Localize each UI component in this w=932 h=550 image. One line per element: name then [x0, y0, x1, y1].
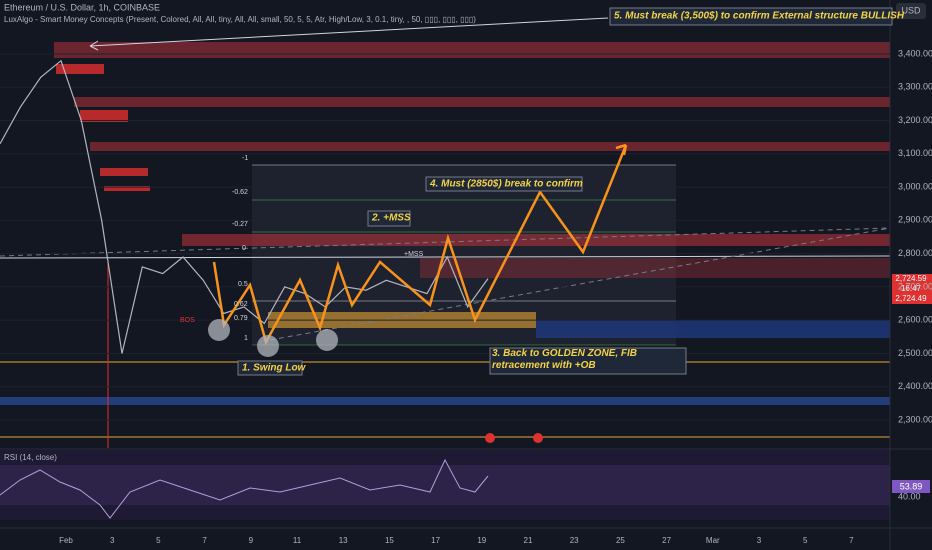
ob: [100, 168, 148, 176]
arrow-head: [615, 143, 628, 156]
fib-label: 0.62: [234, 301, 248, 308]
y-tick-label: 3,300.00: [898, 82, 932, 92]
x-tick-label: Feb: [59, 536, 73, 545]
fib-label: -0.27: [232, 221, 248, 228]
x-tick-label: 19: [477, 536, 486, 545]
x-tick-label: 3: [110, 536, 115, 545]
supply-zone: [420, 258, 890, 278]
currency-box: [896, 3, 926, 19]
event-marker: [485, 433, 495, 443]
supply-zone: [74, 97, 890, 107]
note: 4. Must (2850$) break to confirm: [429, 179, 583, 190]
supply-zone: [182, 234, 890, 246]
demand-zone: [536, 320, 890, 338]
y-tick-label: 3,100.00: [898, 148, 932, 158]
price-box: [892, 274, 932, 304]
note: 1. Swing Low: [242, 363, 307, 374]
swing-marker: [208, 319, 230, 341]
note: 5. Must break (3,500$) to confirm Extern…: [614, 11, 905, 22]
price-line: [0, 59, 489, 354]
note-box: [237, 360, 303, 376]
ob: [80, 110, 128, 122]
price-layer: [0, 53, 890, 421]
x-tick-label: 5: [803, 536, 808, 545]
y-tick-label: 2,800.00: [898, 248, 932, 258]
level: [0, 255, 891, 259]
y-tick-label: 2,500.00: [898, 348, 932, 358]
x-tick-label: 21: [524, 536, 533, 545]
fib-label: 1: [244, 335, 248, 342]
x-tick-label: 27: [662, 536, 671, 545]
x-tick-label: 9: [249, 536, 254, 545]
price-label: 2,724.49: [895, 294, 927, 303]
y-tick-label: 2,600.00: [898, 315, 932, 325]
note-box: [367, 210, 411, 227]
currency: USD: [901, 5, 921, 15]
y-tick-label: 3,200.00: [898, 115, 932, 125]
mss-label: +MSS: [404, 251, 424, 258]
x-tick-label: 17: [431, 536, 440, 545]
ob: [104, 186, 150, 191]
supply-zone: [90, 142, 890, 151]
x-tick-label: 15: [385, 536, 394, 545]
y-tick-label: 2,900.00: [898, 215, 932, 225]
note-box: [425, 176, 583, 192]
trend-line: [0, 227, 891, 257]
x-tick-label: 25: [616, 536, 625, 545]
fib-label: 0: [242, 245, 246, 252]
x-tick-label: 11: [293, 536, 302, 545]
x-tick-label: 7: [849, 536, 854, 545]
trend-line: [269, 227, 891, 341]
y-tick-label: 3,400.00: [898, 48, 932, 58]
fib-label: -0.62: [232, 189, 248, 196]
x-tick-label: 5: [156, 536, 161, 545]
rsi-tick: 40.00: [898, 491, 921, 501]
x-tick-label: 13: [339, 536, 348, 545]
y-tick-label: 2,700.00: [898, 281, 932, 291]
x-tick-label: Mar: [706, 536, 720, 545]
event-marker: [533, 433, 543, 443]
swing-marker: [316, 329, 338, 351]
rsi-value: 53.89: [900, 481, 923, 491]
arrow-head: [89, 40, 99, 51]
demand-zone: [0, 397, 890, 405]
fib-label: -1: [242, 155, 248, 162]
x-tick-label: 23: [570, 536, 579, 545]
rsi-band: [0, 465, 890, 505]
indicator: LuxAlgo - Smart Money Concepts (Present,…: [4, 15, 476, 24]
price-label: 2,724.59: [895, 274, 927, 283]
note: 2. +MSS: [371, 213, 411, 224]
symbol: Ethereum / U.S. Dollar, 1h, COINBASE: [4, 2, 160, 12]
note-box: [489, 347, 687, 375]
price-time: 16:47: [901, 284, 922, 293]
note-box: [609, 7, 893, 26]
swing-marker: [257, 335, 279, 357]
supply-zone: [54, 42, 890, 58]
rsi-line: [0, 458, 489, 519]
y-tick-label: 3,000.00: [898, 181, 932, 191]
rsi-value-box: [892, 480, 930, 493]
y-tick-label: 2,400.00: [898, 381, 932, 391]
x-tick-label: 7: [202, 536, 207, 545]
note-wrap: 3. Back to GOLDEN ZONE, FIB retracement …: [492, 348, 638, 371]
note: 3. Back to GOLDEN ZONE, FIB retracement …: [492, 348, 638, 371]
ob: [56, 64, 104, 74]
fib-label: 0.5: [238, 281, 248, 288]
projection-path: [212, 144, 628, 346]
y-tick-label: 2,300.00: [898, 414, 932, 424]
arrow: [89, 17, 609, 47]
rsi-title: RSI (14, close): [4, 453, 57, 462]
x-tick-label: 3: [757, 536, 762, 545]
bos-label: BOS: [180, 317, 195, 324]
fib-label: 0.79: [234, 315, 248, 322]
